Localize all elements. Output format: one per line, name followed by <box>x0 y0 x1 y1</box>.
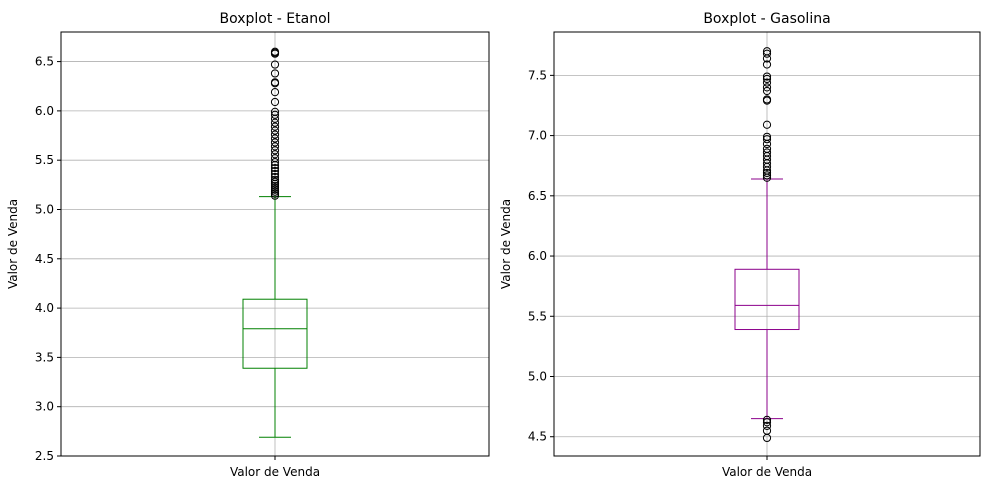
outlier-point <box>270 138 280 147</box>
outlier-point <box>270 172 280 182</box>
outlier-point <box>762 74 772 84</box>
outlier-point <box>270 142 280 151</box>
y-tick-label: 6.5 <box>528 189 547 203</box>
outlier-point <box>762 72 772 81</box>
y-tick-label: 4.5 <box>35 252 54 266</box>
outlier-point <box>270 126 280 135</box>
y-tick-label: 4.5 <box>528 430 547 444</box>
chart-panel-2: 4.5 5.0 5.5 6.0 6.5 7.0 7.5 Valor de Venda Boxpl… <box>499 11 981 479</box>
iqr-box <box>734 268 800 331</box>
outlier-point <box>270 163 280 173</box>
outlier-point <box>762 95 772 104</box>
outlier-point <box>270 97 280 107</box>
outlier-point <box>762 421 772 430</box>
y-tick-label: 5.5 <box>528 309 547 323</box>
y-axis-label: Valor de Venda <box>6 199 20 289</box>
outlier-point <box>270 158 280 167</box>
outlier-point <box>762 78 772 87</box>
outlier-point <box>270 181 280 190</box>
outlier-point <box>762 418 772 427</box>
y-tick-label: 3.5 <box>35 350 54 364</box>
outlier-point <box>762 49 772 58</box>
outlier-point <box>270 175 280 185</box>
outlier-point <box>762 171 772 180</box>
x-tick-label: Valor de Venda <box>230 465 320 479</box>
y-axis-label: Valor de Venda <box>499 199 513 289</box>
outlier-point <box>270 122 280 131</box>
outlier-point <box>762 60 772 69</box>
outlier-point <box>762 47 772 56</box>
outlier-point <box>270 187 280 196</box>
y-tick-label: 5.0 <box>528 370 547 384</box>
chart-title: Boxplot - Gasolina <box>703 11 830 27</box>
outlier-point <box>270 146 280 155</box>
outlier-point <box>270 130 280 139</box>
outlier-point <box>762 426 772 435</box>
outlier-point <box>270 191 280 200</box>
outlier-point <box>762 86 772 96</box>
outlier-point <box>270 189 280 198</box>
outlier-point <box>762 83 772 92</box>
outlier-point <box>270 154 280 163</box>
y-tick-label: 2.5 <box>35 449 54 463</box>
outlier-point <box>270 177 280 186</box>
outlier-point <box>762 132 772 141</box>
y-tick-label: 3.0 <box>35 400 54 414</box>
outlier-point <box>762 148 772 157</box>
y-tick-label: 4.0 <box>35 301 54 315</box>
outlier-point <box>762 144 772 153</box>
y-tick-label: 6.5 <box>35 55 54 69</box>
y-tick-label: 7.0 <box>528 129 547 143</box>
outlier-point <box>270 60 280 69</box>
outlier-point <box>762 120 772 129</box>
outlier-point <box>762 415 772 424</box>
outlier-point <box>270 107 280 116</box>
outlier-point <box>270 169 280 179</box>
outlier-point <box>270 185 280 194</box>
outlier-point <box>270 166 280 176</box>
iqr-box <box>242 298 308 369</box>
outlier-point <box>270 183 280 192</box>
outlier-point <box>270 150 280 159</box>
chart-panel-1: 2.5 3.0 3.5 4.0 4.5 5.0 5.5 6.0 6.5 Valor de Vend… <box>6 11 490 479</box>
chart-title: Boxplot - Etanol <box>219 11 330 27</box>
x-tick-label: Valor de Venda <box>722 465 812 479</box>
outlier-point <box>762 168 772 178</box>
outlier-point <box>270 110 280 119</box>
outlier-point <box>270 118 280 127</box>
outlier-point <box>270 69 280 78</box>
outlier-point <box>270 88 280 97</box>
y-tick-label: 6.0 <box>528 249 547 263</box>
y-tick-label: 5.0 <box>35 202 54 216</box>
outlier-point <box>270 78 280 87</box>
outlier-point <box>270 134 280 143</box>
outlier-point <box>270 47 280 56</box>
y-tick-label: 7.5 <box>528 68 547 82</box>
y-tick-label: 6.0 <box>35 104 54 118</box>
outlier-point <box>762 135 772 144</box>
y-tick-label: 5.5 <box>35 153 54 167</box>
